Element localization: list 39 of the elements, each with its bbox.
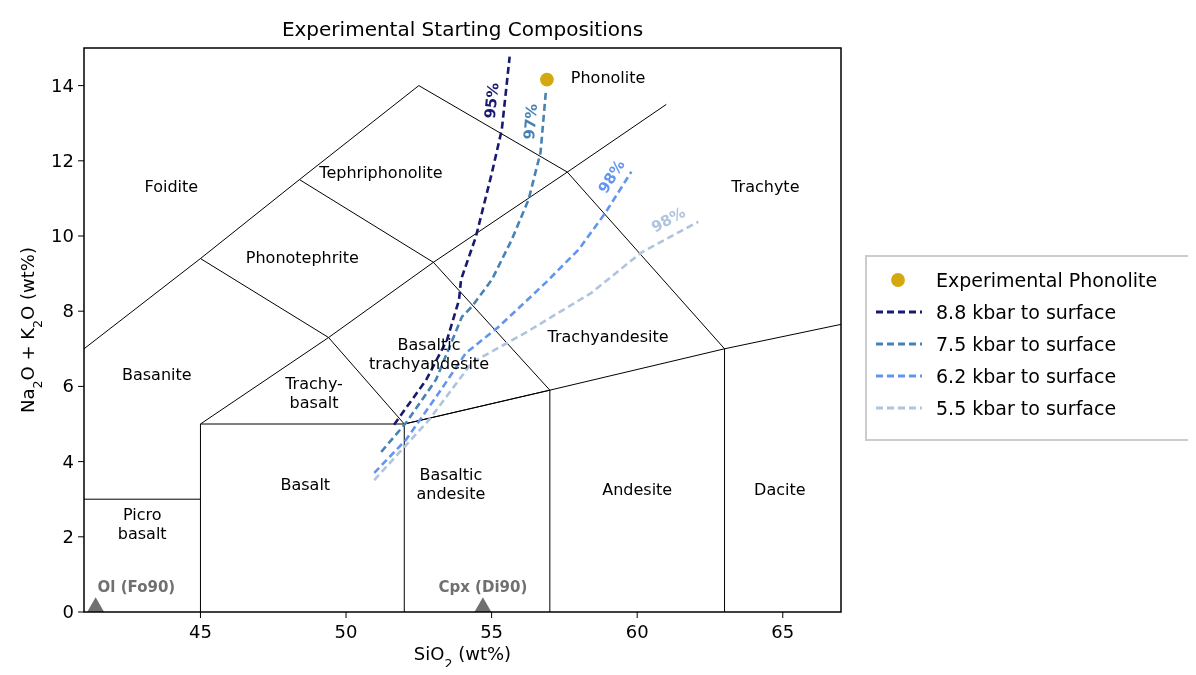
y-tick-label: 10 <box>51 225 74 246</box>
y-tick-label: 12 <box>51 149 74 171</box>
annotation: Trachy- basalt <box>284 374 343 413</box>
annotation: Phonolite <box>570 67 646 87</box>
annotation: Basaltic trachyandesite <box>369 335 489 374</box>
y-tick-label: 0 <box>62 601 74 622</box>
legend-label: 8.8 kbar to surface <box>936 301 1117 323</box>
annotation: Dacite <box>754 479 806 499</box>
annotation: Basalt <box>280 474 331 494</box>
chart-title: Experimental Starting Compositions <box>281 17 644 41</box>
annotation: Phonotephrite <box>245 247 359 267</box>
annotation: Cpx (Di90) <box>438 577 528 596</box>
x-tick-label: 55 <box>480 621 504 642</box>
annotation: Tephriphonolite <box>318 162 443 182</box>
annotation: 97% <box>520 103 542 141</box>
y-tick-label: 14 <box>51 74 74 96</box>
legend-label: 6.2 kbar to surface <box>936 365 1117 387</box>
y-tick-label: 4 <box>62 450 74 472</box>
annotation: Basaltic andesite <box>416 465 486 504</box>
annotation: Picro basalt <box>117 505 167 544</box>
legend-label: 5.5 kbar to surface <box>936 397 1117 419</box>
x-axis-title: SiO$_{2}$ (wt%) <box>413 643 512 671</box>
y-tick-label: 6 <box>62 375 74 397</box>
annotation: Foidite <box>144 177 199 197</box>
annotation: 98% <box>648 203 689 237</box>
y-tick-label: 2 <box>62 525 74 547</box>
x-tick-label: 50 <box>334 621 358 642</box>
x-tick-label: 45 <box>189 621 212 642</box>
legend-label: 7.5 kbar to surface <box>936 333 1117 355</box>
annotation: Trachyte <box>730 176 800 196</box>
annotation: Ol (Fo90) <box>97 577 176 596</box>
x-tick-label: 65 <box>771 621 795 642</box>
x-tick-label: 60 <box>625 621 649 642</box>
y-tick-label: 8 <box>62 300 74 322</box>
annotation: Andesite <box>602 479 673 499</box>
annotation: Basanite <box>121 364 192 384</box>
annotation: 95% <box>480 81 503 120</box>
annotation: Trachyandesite <box>546 326 669 346</box>
legend-label: Experimental Phonolite <box>936 269 1158 291</box>
